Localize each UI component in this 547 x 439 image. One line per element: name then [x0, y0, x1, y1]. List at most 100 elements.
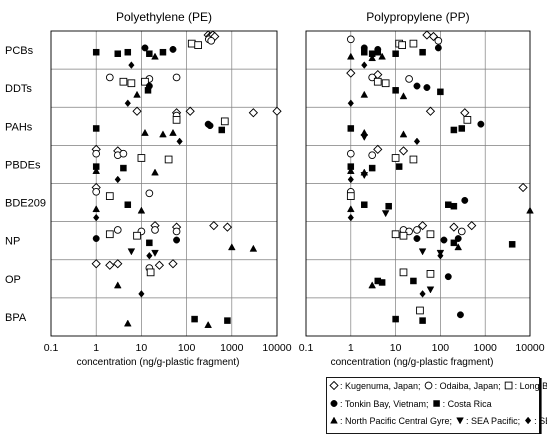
data-point-long-beach-usa [410, 156, 417, 163]
data-point-costa-rica [379, 279, 385, 285]
data-point-kugenuma-japan [468, 222, 476, 230]
data-point-sea-caribbean [139, 290, 145, 297]
data-point-tonkin-bay-vietnam [462, 197, 468, 203]
triangle-marker [152, 169, 159, 175]
diamond-marker [461, 109, 469, 117]
data-point-costa-rica [393, 316, 399, 322]
data-point-north-pacific-central-gyre [93, 206, 100, 212]
x-tick-label: 10 [390, 342, 402, 354]
data-point-sea-caribbean [348, 214, 354, 221]
data-point-sea-pacific [152, 250, 159, 256]
square-marker [347, 193, 354, 200]
down-triangle-marker [382, 211, 389, 217]
data-point-costa-rica [125, 49, 131, 55]
diamond-marker [468, 222, 476, 230]
square-marker [188, 40, 195, 47]
square-marker [445, 202, 451, 208]
data-point-kugenuma-japan [210, 222, 218, 230]
x-tick-label: 1 [93, 342, 99, 354]
square-marker [173, 116, 180, 123]
diamond-marker [129, 62, 135, 69]
triangle-marker [134, 91, 141, 97]
data-point-odaiba-japan [347, 150, 354, 157]
data-point-tonkin-bay-vietnam [478, 121, 484, 127]
x-tick-label: 100 [432, 342, 450, 354]
circle-marker [406, 76, 413, 83]
data-point-costa-rica [146, 51, 152, 57]
triangle-marker [347, 206, 354, 212]
diamond-marker [169, 260, 177, 268]
square-marker [451, 203, 457, 209]
square-marker [410, 40, 417, 47]
data-point-costa-rica [396, 164, 402, 170]
data-point-odaiba-japan [106, 74, 113, 81]
data-point-north-pacific-central-gyre [152, 53, 159, 59]
triangle-marker [142, 129, 149, 135]
square-marker [410, 278, 416, 284]
legend-marker-filled-square [434, 401, 440, 407]
circle-marker [173, 237, 179, 243]
data-point-north-pacific-central-gyre [138, 207, 145, 213]
square-marker [93, 125, 99, 131]
chart-title: Polyethylene (PE) [116, 10, 212, 24]
diamond-marker [210, 222, 218, 230]
square-marker [410, 156, 417, 163]
square-marker [106, 193, 113, 200]
triangle-marker [138, 207, 145, 213]
data-point-sea-caribbean [348, 176, 354, 183]
data-point-costa-rica [393, 51, 399, 57]
data-point-long-beach-usa [427, 231, 434, 238]
data-point-costa-rica [451, 240, 457, 246]
data-point-kugenuma-japan [223, 223, 231, 231]
data-point-sea-pacific [427, 287, 434, 293]
triangle-marker [152, 53, 159, 59]
data-point-north-pacific-central-gyre [142, 129, 149, 135]
data-point-costa-rica [348, 125, 354, 131]
data-point-costa-rica [93, 125, 99, 131]
data-point-north-pacific-central-gyre [114, 282, 121, 288]
data-point-long-beach-usa [120, 78, 127, 85]
data-point-kugenuma-japan [106, 261, 114, 269]
data-point-long-beach-usa [147, 269, 154, 276]
diamond-marker [93, 214, 99, 221]
data-point-sea-pacific [382, 211, 389, 217]
circle-marker [93, 188, 100, 195]
x-tick-label: 1 [348, 342, 354, 354]
data-point-costa-rica [386, 203, 392, 209]
data-point-kugenuma-japan [133, 107, 141, 115]
chart-title: Polypropylene (PP) [366, 10, 469, 24]
data-point-north-pacific-central-gyre [160, 131, 167, 137]
data-point-sea-caribbean [420, 290, 426, 297]
data-point-sea-caribbean [115, 176, 121, 183]
data-point-kugenuma-japan [92, 260, 100, 268]
circle-marker [369, 152, 376, 159]
square-marker [386, 203, 392, 209]
data-point-kugenuma-japan [273, 107, 281, 115]
data-point-north-pacific-central-gyre [228, 244, 235, 250]
triangle-marker [527, 207, 534, 213]
data-point-long-beach-usa [173, 116, 180, 123]
diamond-marker [223, 223, 231, 231]
triangle-marker [400, 131, 407, 137]
data-point-tonkin-bay-vietnam [414, 235, 420, 241]
data-point-costa-rica [393, 87, 399, 93]
circle-marker [146, 190, 153, 197]
data-point-sea-caribbean [129, 62, 135, 69]
data-point-sea-pacific [419, 249, 426, 255]
data-point-north-pacific-central-gyre [124, 320, 131, 326]
diamond-marker [114, 260, 122, 268]
square-marker [392, 231, 399, 238]
x-tick-label: 100 [178, 342, 196, 354]
data-point-costa-rica [160, 49, 166, 55]
data-point-kugenuma-japan [399, 147, 407, 155]
y-tick-label: BPA [5, 312, 27, 324]
data-point-odaiba-japan [114, 227, 121, 234]
legend-marker-open-circle [425, 382, 432, 389]
triangle-marker [170, 129, 177, 135]
square-marker [420, 318, 426, 324]
legend: : Kugenuma, Japan;: Odaiba, Japan;: Long… [327, 378, 547, 435]
down-triangle-marker [152, 250, 159, 256]
diamond-marker [348, 100, 354, 107]
data-point-costa-rica [219, 127, 225, 133]
